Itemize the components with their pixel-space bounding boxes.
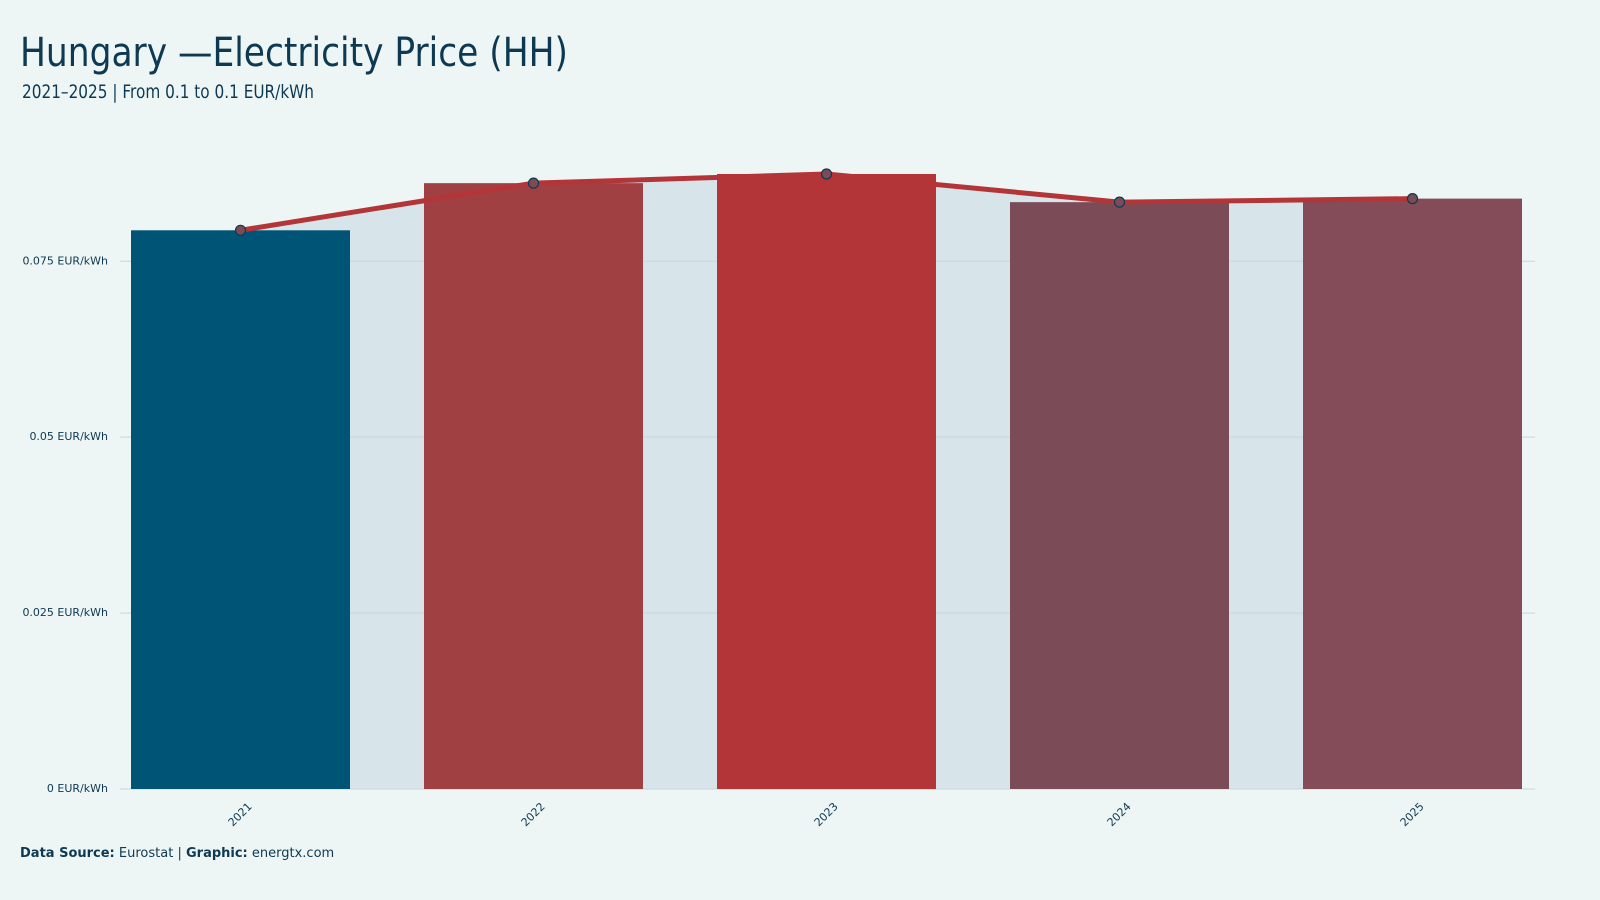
y-tick-label: 0.05 EUR/kWh [29,430,108,443]
bar [717,174,936,789]
chart-subtitle: 2021–2025 | From 0.1 to 0.1 EUR/kWh [22,81,314,103]
bar [131,230,350,789]
graphic: energtx.com [252,846,334,861]
point [1406,193,1419,205]
bar [424,183,643,790]
source-label: Data Source: [20,846,115,861]
graphic-label: Graphic: [186,846,248,861]
point [234,224,247,236]
bar [1303,198,1522,789]
chart-title: Hungary —Electricity Price (HH) [20,30,568,76]
source: Eurostat [119,846,173,861]
bar [1010,202,1229,789]
y-tick-label: 0.025 EUR/kWh [22,606,108,619]
y-tick-label: 0 EUR/kWh [47,782,108,795]
footer: Data Source: Eurostat | Graphic: energtx… [20,846,334,861]
y-tick-label: 0.075 EUR/kWh [22,254,108,267]
plot: 0 EUR/kWh 0.025 EUR/kWh 0.05 EUR/kWh 0.075 … [22,168,1535,829]
point [527,177,540,189]
point [820,168,833,180]
point [1113,196,1126,208]
separator: | [177,846,181,861]
